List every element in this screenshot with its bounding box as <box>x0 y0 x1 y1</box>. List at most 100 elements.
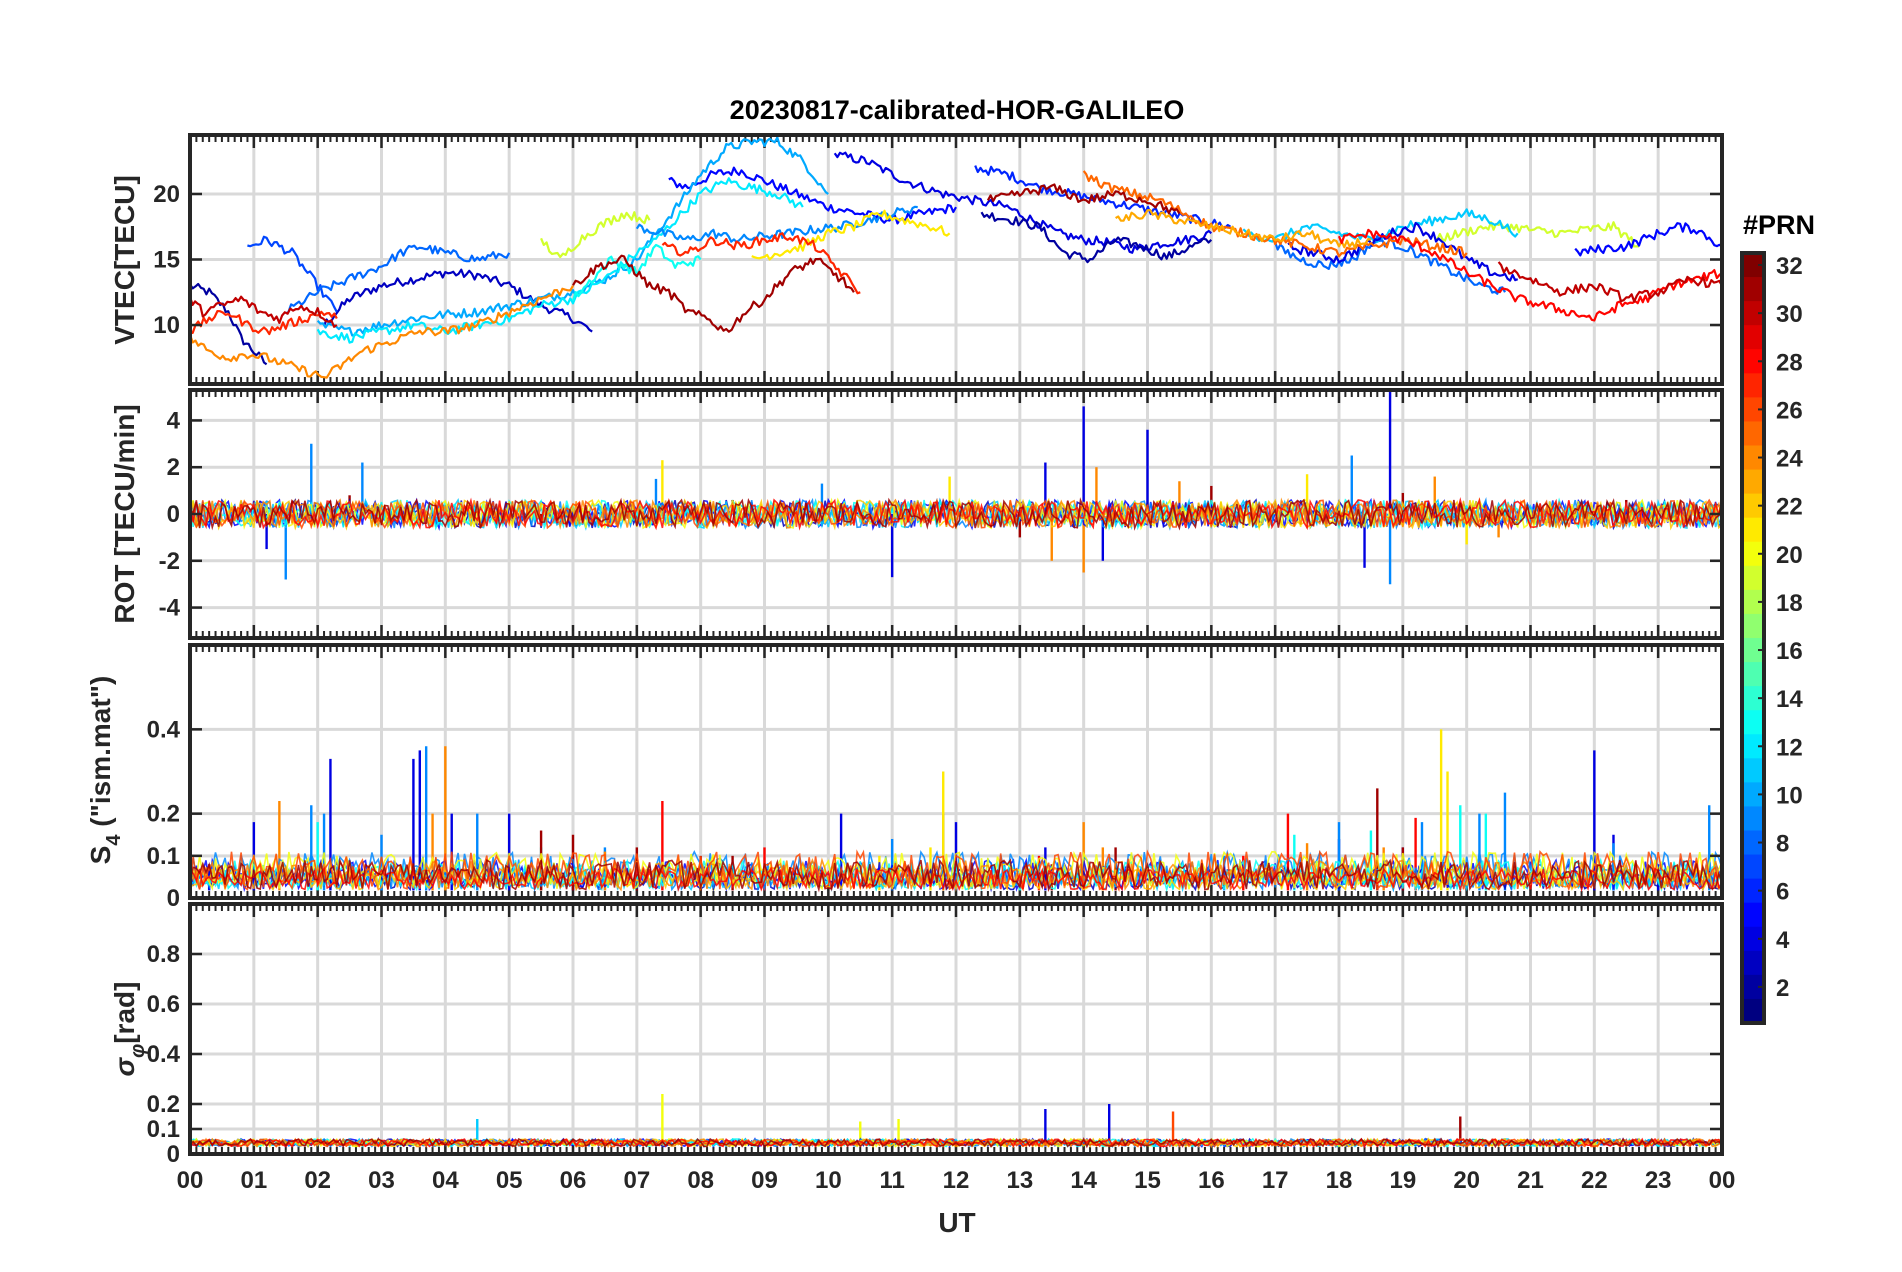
colorbar-swatch <box>1742 974 1764 1000</box>
y-tick-label: 0.1 <box>147 1116 180 1143</box>
panel-vtec: 10 15 20 VTEC[TECU] <box>109 133 1724 386</box>
vtec-series-prn-31 <box>572 254 855 333</box>
colorbar-swatch <box>1742 445 1764 471</box>
colorbar-swatch <box>1742 902 1764 928</box>
colorbar-tick-label: 26 <box>1776 397 1803 424</box>
colorbar-swatch <box>1742 806 1764 832</box>
panel-vtec-series <box>188 136 1723 379</box>
colorbar-swatch <box>1742 662 1764 687</box>
y-tick-label: 0.4 <box>147 1041 181 1068</box>
s4-noise-prn-28 <box>189 866 1723 893</box>
s4-label-tail: ("ism.mat") <box>85 676 116 835</box>
panel-sigma-phi-y-ticks: 00.10.2 0.4 0.6 0.8 <box>147 941 1722 1168</box>
x-tick-label: 17 <box>1262 1167 1289 1194</box>
colorbar-gradient <box>1742 253 1764 1024</box>
x-tick-label: 18 <box>1326 1167 1353 1194</box>
colorbar-swatch <box>1742 373 1764 398</box>
vtec-series-prn-30 <box>1497 261 1723 303</box>
y-tick-label: 10 <box>153 312 180 339</box>
y-tick-label: 0.4 <box>147 716 181 743</box>
chart-title: 20230817-calibrated-HOR-GALILEO <box>730 95 1185 125</box>
vtec-series-prn-3 <box>323 268 593 333</box>
colorbar-swatch <box>1742 565 1764 591</box>
vtec-y-axis-label: VTEC[TECU] <box>109 175 140 345</box>
y-tick-label: 4 <box>167 407 181 434</box>
x-tick-label: 08 <box>687 1167 714 1194</box>
colorbar-swatch <box>1742 638 1764 663</box>
vtec-series-prn-2 <box>980 211 1213 264</box>
colorbar-swatch <box>1742 517 1764 543</box>
vtec-series-prn-5 <box>668 166 957 225</box>
vtec-series-prn-12 <box>316 177 804 344</box>
panel-s4-series <box>189 729 1723 893</box>
x-tick-label: 11 <box>879 1167 904 1194</box>
x-tick-label: 06 <box>560 1167 587 1194</box>
panel-sigma-phi-frame <box>188 902 1724 1156</box>
rot-noise-prn-31 <box>189 497 1723 531</box>
x-tick-label: 00 <box>177 1167 204 1194</box>
x-tick-label: 09 <box>751 1167 778 1194</box>
vtec-series-prn-5 <box>1574 222 1723 257</box>
colorbar-tick-label: 14 <box>1776 686 1803 713</box>
colorbar-swatch <box>1742 710 1764 735</box>
s4-label-sub: 4 <box>103 834 125 846</box>
colorbar-swatch <box>1742 301 1764 326</box>
x-tick-label: 21 <box>1517 1167 1544 1194</box>
colorbar-tick-label: 20 <box>1776 542 1803 569</box>
y-tick-label: 0.8 <box>147 941 180 968</box>
x-tick-label: 00 <box>1709 1167 1736 1194</box>
colorbar-swatch <box>1742 421 1764 447</box>
x-tick-label: 07 <box>623 1167 650 1194</box>
colorbar-swatch <box>1742 926 1764 952</box>
colorbar-frame <box>1740 251 1766 1025</box>
x-tick-label: 16 <box>1198 1167 1225 1194</box>
s4-noise-prn-22 <box>189 865 1723 892</box>
colorbar-tick-label: 28 <box>1776 349 1803 376</box>
panel-sigma-phi: 00.10.2 0.4 0.6 0.8 σφ[rad] <box>109 902 1724 1168</box>
x-tick-label: 13 <box>1006 1167 1033 1194</box>
panel-rot-frame <box>188 388 1724 640</box>
s4-noise-prn-11 <box>189 865 1723 893</box>
y-tick-label: 0.6 <box>147 991 180 1018</box>
panel-sigma-phi-series <box>189 1094 1723 1149</box>
colorbar-swatch <box>1742 998 1764 1024</box>
panel-vtec-frame <box>188 133 1724 386</box>
colorbar-tick-label: 4 <box>1776 927 1790 954</box>
x-tick-label: 14 <box>1070 1167 1097 1194</box>
y-tick-label: -2 <box>159 548 180 575</box>
vtec-series-prn-4 <box>833 151 1213 254</box>
y-tick-label: 0 <box>167 1141 180 1168</box>
y-tick-label: 0.2 <box>147 801 180 828</box>
colorbar-tick-label: 24 <box>1776 446 1803 473</box>
x-tick-label: 03 <box>368 1167 395 1194</box>
colorbar-tick-label: 8 <box>1776 831 1789 858</box>
x-tick-label: 23 <box>1645 1167 1672 1194</box>
s4-y-axis-label: S4 ("ism.mat") <box>85 676 125 865</box>
s4-label-base: S <box>85 846 116 865</box>
colorbar-swatch <box>1742 854 1764 880</box>
s4-noise-prn-31 <box>189 857 1723 893</box>
y-tick-label: 0.1 <box>147 843 180 870</box>
vtec-series-prn-7 <box>247 235 338 313</box>
s4-noise-prn-26 <box>189 849 1723 893</box>
colorbar-title: #PRN <box>1743 210 1815 240</box>
x-tick-label: 19 <box>1389 1167 1416 1194</box>
x-axis-ticks: 00 01 02 03 04 05 06 07 08 09 10 11 12 13 14 15 16 17 18 19… <box>177 1167 1736 1194</box>
x-axis-label: UT <box>938 1207 975 1238</box>
vtec-series-prn-31 <box>986 183 1181 215</box>
sigma_phi-noise-prn-31 <box>189 1137 1723 1149</box>
panel-s4-y-ticks: 0 0.1 0.2 0.4 <box>147 716 1722 912</box>
colorbar-swatch <box>1742 349 1764 374</box>
y-tick-label: 0 <box>167 501 180 528</box>
colorbar-tick-label: 30 <box>1776 301 1803 328</box>
x-tick-label: 20 <box>1453 1167 1480 1194</box>
x-tick-label: 22 <box>1581 1167 1608 1194</box>
sigma-label-tail: [rad] <box>109 982 140 1044</box>
vtec-series-prn-30 <box>188 295 338 328</box>
vtec-series-prn-19 <box>1434 221 1640 248</box>
sigma-phi-y-axis-label: σφ[rad] <box>109 982 149 1077</box>
colorbar-tick-label: 32 <box>1776 253 1803 280</box>
rot-y-axis-label: ROT [TECU/min] <box>109 404 140 623</box>
